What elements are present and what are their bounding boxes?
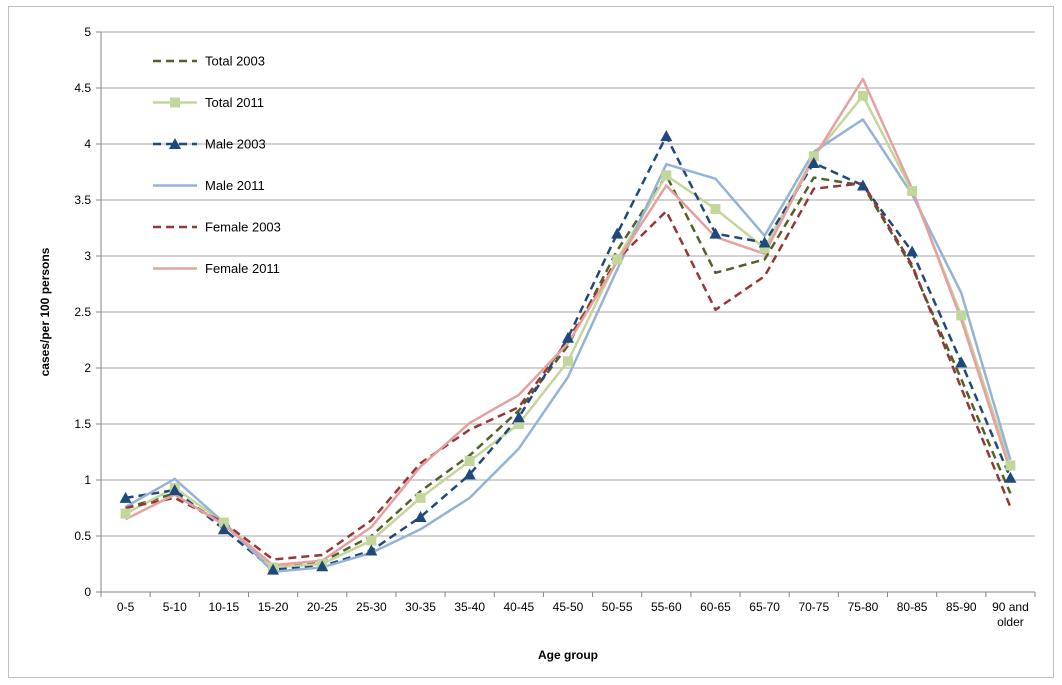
legend: Total 2003 Total 2011 Male 2003 Male 2011 Fe… (153, 54, 281, 276)
y-tick-label: 4 (84, 137, 91, 151)
series-marker (955, 356, 968, 368)
x-tick-label: 0-5 (117, 600, 135, 614)
legend-label: Male 2011 (205, 178, 265, 193)
series-marker (168, 484, 181, 496)
series-marker (709, 227, 722, 239)
series-marker (857, 90, 868, 101)
y-tick-label: 3 (84, 249, 91, 263)
series-marker (807, 157, 820, 169)
x-tick-label: 65-70 (749, 600, 780, 614)
series-marker (120, 508, 131, 519)
y-axis-title: cases/per 100 persons (38, 247, 52, 376)
y-tick-label: 5 (84, 25, 91, 39)
x-tick-label: 50-55 (602, 600, 633, 614)
y-tick-label: 0 (84, 585, 91, 599)
series-marker (1005, 460, 1016, 471)
chart-frame: 0 0.5 1 1.5 2 2.5 3 3.5 4 4.5 5 0-5 5-10 10-15 15-20 20… (8, 6, 1054, 678)
series-line-female-2003 (125, 181, 1012, 561)
series-marker (563, 356, 573, 367)
series-marker (808, 151, 819, 162)
series-marker (612, 254, 623, 265)
gridlines (101, 31, 1035, 537)
y-tick-label: 3.5 (74, 193, 91, 207)
series-marker (907, 186, 918, 197)
y-tick-label: 0.5 (74, 529, 91, 543)
x-tick-label: 25-30 (356, 600, 387, 614)
legend-label: Female 2003 (205, 220, 281, 235)
x-tick-label: 85-90 (946, 600, 977, 614)
legend-label: Total 2003 (205, 54, 265, 69)
legend-label: Female 2011 (205, 261, 280, 276)
series-marker (856, 179, 869, 191)
series-line-male-2003 (125, 134, 1012, 571)
series-marker (119, 491, 132, 503)
series-marker (906, 245, 919, 257)
series-marker (661, 170, 672, 181)
series-marker (267, 563, 280, 575)
x-tick-label: 60-65 (700, 600, 731, 614)
series-marker (464, 455, 475, 466)
series-line-female-2011 (125, 77, 1012, 567)
x-tick-label: 55-60 (651, 600, 682, 614)
series-marker (414, 510, 427, 522)
series-marker (611, 227, 624, 239)
series-lines (124, 77, 1012, 574)
series-marker (1004, 471, 1017, 483)
series-marker (217, 523, 230, 535)
series-marker (513, 419, 524, 429)
y-tick-label: 2 (84, 361, 91, 375)
series-marker (512, 411, 525, 423)
line-chart: 0 0.5 1 1.5 2 2.5 3 3.5 4 4.5 5 0-5 5-10 10-15 15-20 20… (38, 25, 1036, 662)
x-tick-label: 15-20 (258, 600, 289, 614)
x-tick-label: 40-45 (503, 600, 534, 614)
legend-marker (169, 138, 181, 149)
x-tick-label: 45-50 (553, 600, 584, 614)
x-tick-label: 35-40 (454, 600, 485, 614)
legend-label: Total 2011 (205, 95, 264, 110)
x-tick-label: 70-75 (798, 600, 829, 614)
legend-label: Male 2003 (205, 137, 266, 152)
x-axis-title: Age group (538, 648, 598, 662)
x-tick-label: 10-15 (209, 600, 240, 614)
series-marker (759, 243, 770, 254)
series-line-total-2011 (125, 94, 1012, 569)
series-marker (562, 331, 574, 343)
series-marker (415, 492, 426, 503)
series-marker (316, 560, 329, 572)
x-tick-label: 5-10 (163, 600, 187, 614)
series-marker (463, 468, 476, 480)
y-tick-label: 1.5 (74, 417, 91, 431)
legend-marker (170, 97, 180, 108)
y-tick-label: 2.5 (74, 305, 91, 319)
x-tick-label: 90 and older (992, 600, 1029, 629)
x-tick-label: 75-80 (848, 600, 879, 614)
x-tick-label: 80-85 (897, 600, 928, 614)
y-tick-label: 1 (84, 473, 91, 487)
y-tick-label: 4.5 (74, 81, 91, 95)
series-marker (660, 130, 673, 142)
series-marker (366, 535, 377, 546)
series-markers (119, 90, 1017, 575)
axes: 0 0.5 1 1.5 2 2.5 3 3.5 4 4.5 5 0-5 5-10 10-15 15-20 20… (74, 25, 1036, 629)
series-marker (365, 544, 378, 556)
series-marker (956, 310, 967, 321)
series-marker (758, 236, 771, 248)
series-marker (710, 203, 721, 214)
x-tick-label: 20-25 (307, 600, 338, 614)
series-marker (218, 517, 229, 528)
x-tick-label: 30-35 (405, 600, 436, 614)
